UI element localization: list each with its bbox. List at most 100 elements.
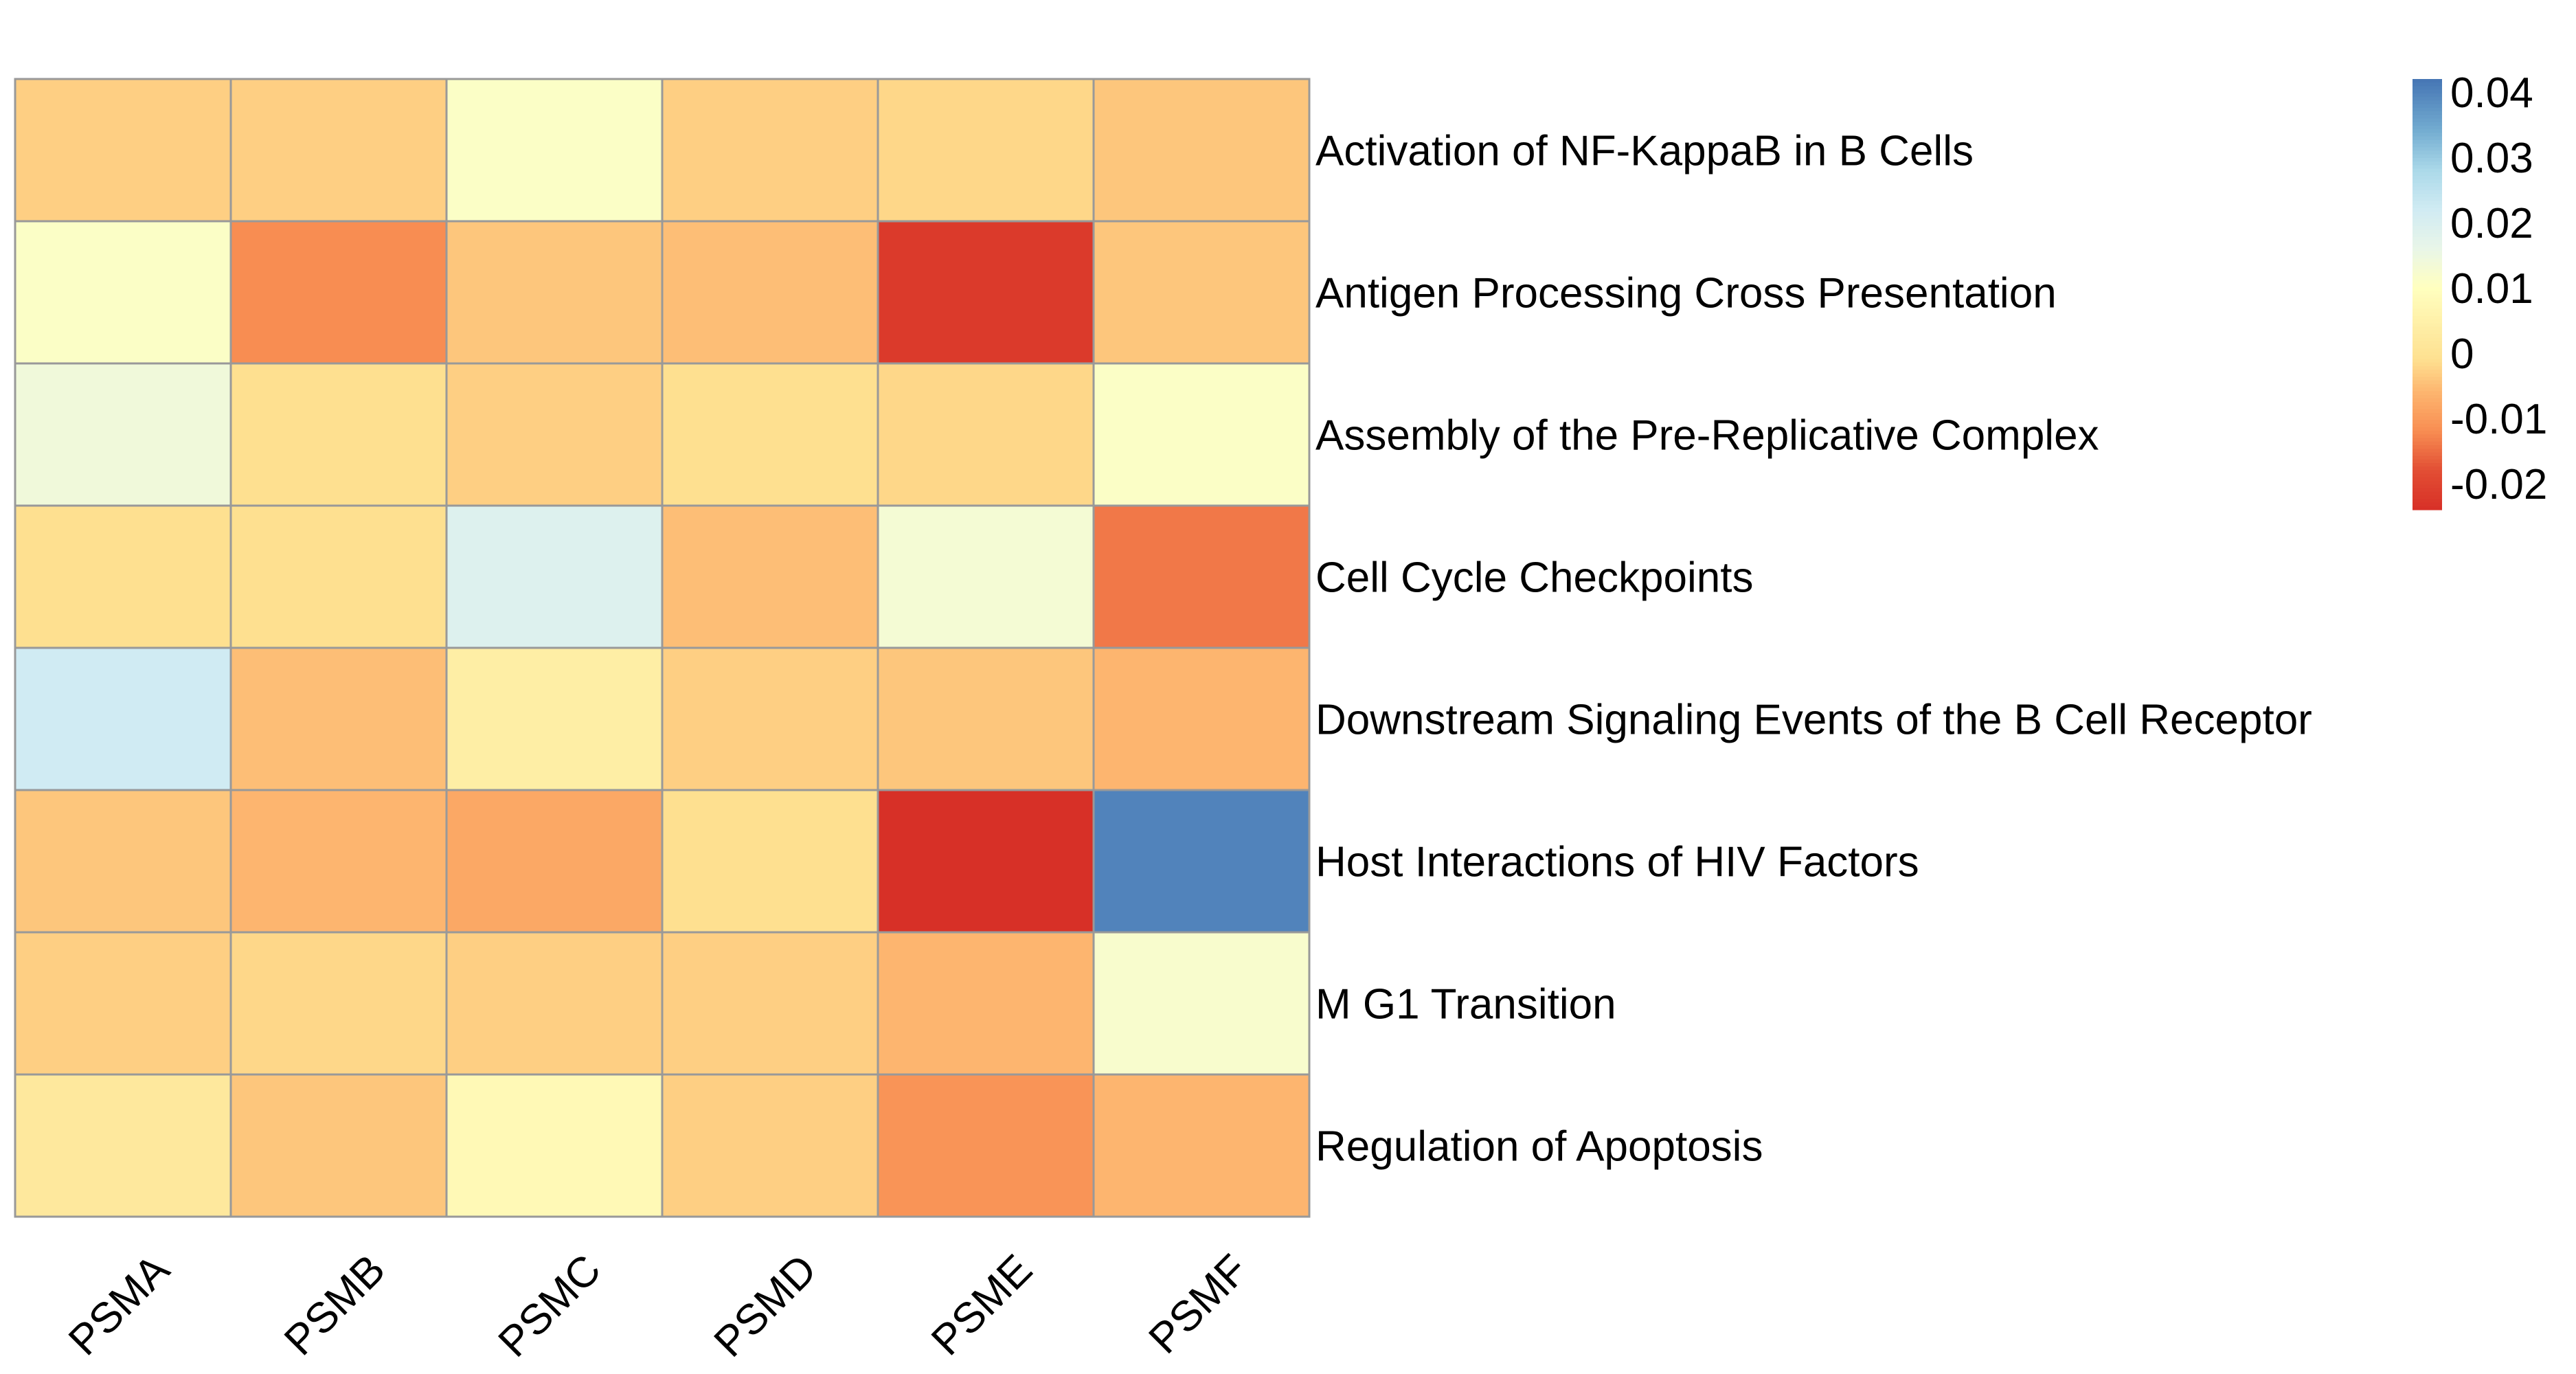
row-labels: Activation of NF-KappaB in B Cells Antige… [1315,128,2312,1171]
colorbar-segment [2413,161,2442,166]
heatmap-cell [229,646,448,791]
colorbar-segment [2413,362,2442,367]
heatmap-cell [14,362,232,507]
heatmap-cell [445,1073,664,1218]
colorbar-segment [2413,455,2442,460]
colorbar-segment [2413,111,2442,115]
colorbar-segment [2413,315,2442,320]
colorbar-segment [2413,502,2442,507]
colorbar-segment [2413,344,2442,349]
colorbar-segment [2413,190,2442,194]
color-legend: 0.04 0.03 0.02 0.01 0 -0.01 -0.02 [2413,69,2547,510]
row-label: Antigen Processing Cross Presentation [1315,270,2057,317]
colorbar-segment [2413,265,2442,270]
heatmap-cell [661,1073,879,1218]
colorbar-segment [2413,308,2442,313]
colorbar-segment [2413,488,2442,493]
row-label: Assembly of the Pre-Replicative Complex [1315,412,2099,460]
colorbar-segment [2413,380,2442,385]
colorbar-segment [2413,165,2442,170]
heatmap-cell [1092,504,1311,649]
heatmap-cell [14,1073,232,1218]
heatmap-cell [445,646,664,791]
heatmap-cell [877,78,1095,223]
heatmap-cell [661,931,879,1076]
colorbar-segment [2413,144,2442,148]
colorbar-segment [2413,82,2442,87]
colorbar-segment [2413,348,2442,352]
colorbar-segment [2413,226,2442,231]
colorbar-segment [2413,409,2442,414]
colorbar-segment [2413,312,2442,317]
colorbar-segment [2413,139,2442,144]
colorbar-segment [2413,276,2442,281]
colorbar-segment [2413,258,2442,263]
colorbar-segment [2413,423,2442,428]
heatmap-cell [229,789,448,934]
row-label: Activation of NF-KappaB in B Cells [1315,128,1974,175]
colorbar-segment [2413,229,2442,234]
colorbar-segment [2413,212,2442,216]
colorbar-segment [2413,444,2442,449]
heatmap-cell [14,78,232,223]
heatmap-cell [1092,220,1311,365]
row-label: M G1 Transition [1315,981,1616,1028]
colorbar-segment [2413,301,2442,306]
colorbar-segment [2413,473,2442,478]
colorbar-segment [2413,452,2442,457]
colorbar-segment [2413,394,2442,399]
heatmap-cell [14,646,232,791]
column-label: PSMB [275,1246,394,1364]
colorbar-segment [2413,337,2442,342]
colorbar-segment [2413,441,2442,446]
colorbar-segment [2413,136,2442,141]
colorbar-segment [2413,491,2442,496]
heatmap-cell [1092,931,1311,1076]
column-label: PSMD [705,1246,826,1366]
heatmap-cell [229,1073,448,1218]
colorbar-segment [2413,204,2442,209]
heatmap-cell [877,646,1095,791]
row-label: Host Interactions of HIV Factors [1315,839,1919,886]
heatmap-cell [445,362,664,507]
colorbar-segment [2413,79,2442,83]
colorbar-segment [2413,215,2442,220]
colorbar-segment [2413,459,2442,464]
colorbar-segment [2413,150,2442,155]
heatmap-cell [1092,78,1311,223]
colorbar-segment [2413,262,2442,267]
heatmap-cell [229,931,448,1076]
heatmap-cell [661,78,879,223]
row-label: Cell Cycle Checkpoints [1315,554,1753,602]
colorbar-segment [2413,194,2442,199]
colorbar-segment [2413,326,2442,331]
colorbar-segment [2413,97,2442,101]
colorbar-segment [2413,176,2442,180]
heatmap-cells [14,78,1311,1218]
heatmap-cell [661,220,879,365]
colorbar-segment [2413,122,2442,126]
colorbar-segment [2413,370,2442,374]
heatmap-cell [877,504,1095,649]
colorbar-segment [2413,449,2442,453]
colorbar-segment [2413,499,2442,504]
heatmap-cell [1092,1073,1311,1218]
colorbar-segment [2413,463,2442,467]
colorbar-segment [2413,495,2442,499]
heatmap-cell [445,78,664,223]
heatmap-cell [445,789,664,934]
colorbar-segment [2413,481,2442,486]
colorbar-segment [2413,466,2442,471]
heatmap-cell [14,504,232,649]
colorbar-segment [2413,104,2442,109]
colorbar-segment [2413,129,2442,133]
heatmap-cell [14,220,232,365]
colorbar-segment [2413,330,2442,335]
colorbar-segment [2413,147,2442,152]
colorbar-segment [2413,352,2442,356]
colorbar-segment [2413,323,2442,328]
colorbar-segment [2413,359,2442,363]
colorbar-segment [2413,405,2442,410]
colorbar-segment [2413,179,2442,184]
